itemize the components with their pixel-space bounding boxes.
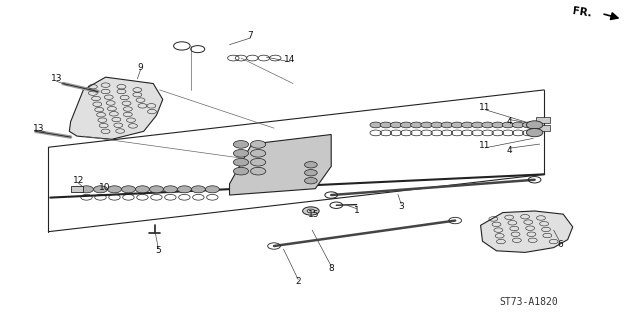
Circle shape [233,140,248,148]
Circle shape [401,122,412,128]
Circle shape [526,128,543,137]
Text: 11: 11 [479,141,490,150]
Circle shape [502,122,513,128]
Text: 11: 11 [479,103,490,112]
Text: 13: 13 [51,74,62,83]
Text: 13: 13 [33,124,45,132]
Circle shape [526,121,543,129]
Polygon shape [229,134,331,195]
Circle shape [94,186,108,193]
Bar [536,125,550,131]
Circle shape [492,122,503,128]
Circle shape [108,186,122,193]
Circle shape [191,186,205,193]
Circle shape [390,122,402,128]
Text: 8: 8 [328,264,334,273]
Circle shape [462,122,473,128]
Bar [71,186,83,193]
Text: 6: 6 [557,240,563,249]
Circle shape [304,178,317,184]
Circle shape [421,122,433,128]
Circle shape [80,186,94,193]
Circle shape [233,167,248,175]
Text: FR.: FR. [571,6,592,19]
Circle shape [370,122,382,128]
Circle shape [304,170,317,176]
Text: 12: 12 [73,176,84,185]
Circle shape [482,122,493,128]
Text: 4: 4 [506,117,512,126]
Circle shape [522,122,534,128]
Text: 10: 10 [99,183,110,192]
Circle shape [250,140,266,148]
Circle shape [303,207,319,215]
Circle shape [177,186,191,193]
Circle shape [233,149,248,157]
Circle shape [136,186,150,193]
Circle shape [380,122,392,128]
Circle shape [441,122,453,128]
Text: 5: 5 [155,246,161,255]
Circle shape [304,162,317,168]
Text: 2: 2 [296,277,301,286]
Circle shape [431,122,443,128]
Circle shape [512,122,524,128]
Circle shape [122,186,136,193]
Circle shape [250,158,266,166]
Text: 7: 7 [248,31,254,40]
Circle shape [411,122,422,128]
Polygon shape [69,77,163,139]
Text: 14: 14 [284,55,296,64]
Circle shape [250,149,266,157]
Circle shape [164,186,177,193]
Text: 1: 1 [354,206,359,215]
Text: 4: 4 [506,146,512,155]
Circle shape [250,167,266,175]
Text: 15: 15 [308,210,319,219]
Circle shape [452,122,463,128]
Text: 3: 3 [398,202,404,211]
Polygon shape [480,211,573,252]
Circle shape [150,186,164,193]
Text: 9: 9 [138,63,143,72]
Circle shape [233,158,248,166]
Text: ST73-A1820: ST73-A1820 [499,297,557,307]
Circle shape [205,186,219,193]
Bar [536,117,550,123]
Circle shape [471,122,483,128]
